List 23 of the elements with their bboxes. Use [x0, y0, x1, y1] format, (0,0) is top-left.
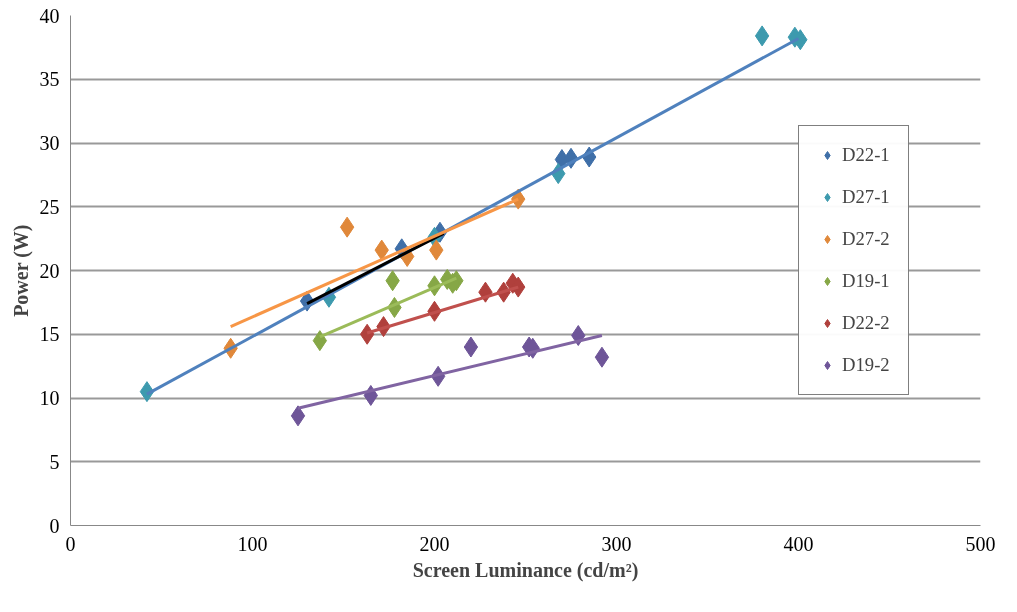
x-tick-label: 200 — [419, 532, 450, 555]
y-tick-label: 35 — [39, 68, 60, 91]
x-tick-label: 300 — [601, 532, 632, 555]
x-tick-label: 500 — [965, 532, 996, 555]
x-axis-title: Screen Luminance (cd/m²) — [412, 558, 639, 582]
legend-label: D27-1 — [842, 186, 890, 208]
legend-label: D19-1 — [842, 270, 890, 292]
y-tick-label: 30 — [39, 132, 60, 154]
y-axis-title: Power (W) — [9, 224, 33, 317]
y-tick-label: 40 — [39, 4, 60, 27]
y-tick-label: 10 — [39, 387, 60, 409]
legend-label: D19-2 — [842, 354, 890, 376]
y-tick-label: 25 — [39, 195, 60, 218]
legend-label: D22-1 — [842, 144, 890, 166]
y-tick-label: 0 — [49, 514, 60, 537]
legend-label: D22-2 — [842, 312, 890, 334]
x-tick-label: 100 — [237, 532, 268, 555]
x-tick-label: 400 — [783, 532, 814, 555]
legend-label: D27-2 — [842, 228, 890, 250]
y-tick-label: 15 — [39, 323, 60, 346]
x-tick-label: 0 — [65, 532, 76, 555]
y-tick-label: 20 — [39, 259, 60, 282]
y-tick-label: 5 — [49, 450, 60, 473]
